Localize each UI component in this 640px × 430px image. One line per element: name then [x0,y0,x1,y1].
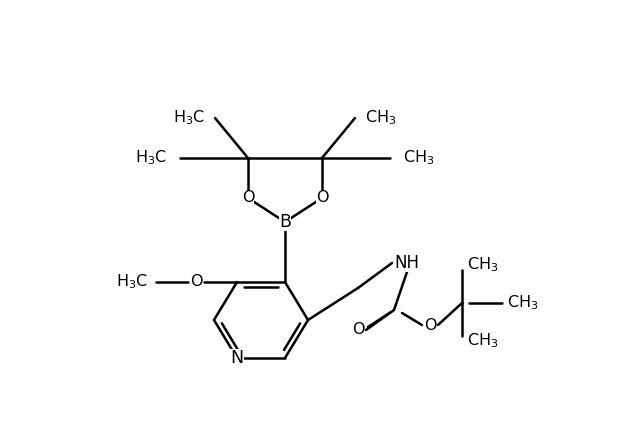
Text: CH$_3$: CH$_3$ [507,294,538,312]
Text: CH$_3$: CH$_3$ [365,109,397,127]
Text: CH$_3$: CH$_3$ [467,256,499,274]
Text: O: O [352,322,364,338]
Text: O: O [189,274,202,289]
Text: N: N [230,349,244,367]
Text: H$_3$C: H$_3$C [116,273,148,292]
Text: CH$_3$: CH$_3$ [467,332,499,350]
Text: H$_3$C: H$_3$C [135,149,167,167]
Text: O: O [316,190,328,206]
Text: H$_3$C: H$_3$C [173,109,205,127]
Text: NH: NH [394,254,419,272]
Text: O: O [242,190,254,206]
Text: O: O [424,317,436,332]
Text: B: B [279,213,291,231]
Text: CH$_3$: CH$_3$ [403,149,435,167]
